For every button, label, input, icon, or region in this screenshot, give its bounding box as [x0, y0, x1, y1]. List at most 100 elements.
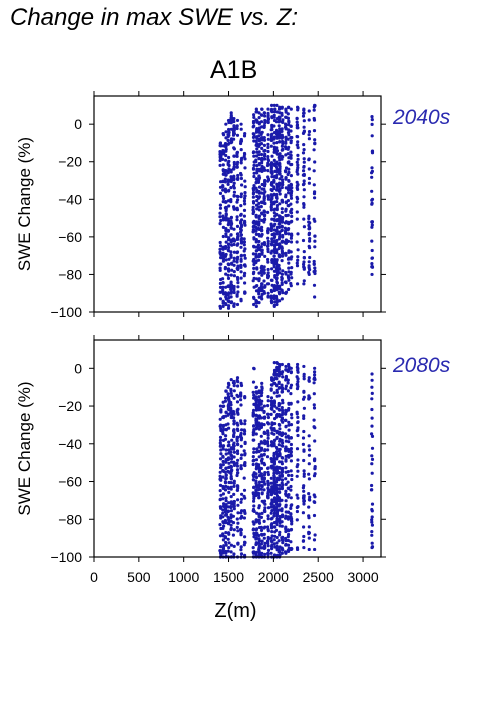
data-point — [302, 389, 306, 393]
data-point — [272, 478, 276, 482]
data-point — [269, 278, 273, 282]
data-point — [226, 284, 230, 289]
data-point — [296, 420, 300, 424]
data-point — [260, 551, 264, 555]
data-point — [272, 269, 276, 273]
data-point — [219, 465, 223, 469]
data-point — [229, 273, 233, 277]
data-point — [275, 170, 279, 174]
data-point — [230, 140, 234, 144]
data-point — [254, 118, 258, 122]
data-point — [262, 291, 267, 295]
data-point — [370, 372, 374, 376]
data-point — [229, 403, 233, 407]
data-point — [370, 223, 374, 227]
data-point — [302, 416, 306, 420]
data-point — [289, 512, 293, 516]
data-point — [229, 282, 233, 286]
data-point — [232, 147, 236, 151]
data-point — [295, 509, 299, 514]
data-point — [222, 196, 226, 201]
data-point — [302, 372, 306, 376]
data-point — [278, 154, 282, 158]
data-point — [218, 150, 222, 155]
data-point — [236, 195, 240, 199]
data-point — [370, 385, 374, 389]
data-point — [239, 241, 244, 245]
data-point — [281, 239, 285, 243]
data-point — [277, 124, 281, 128]
data-point — [266, 249, 270, 254]
data-point — [229, 250, 233, 254]
data-point — [232, 412, 236, 416]
data-point — [260, 252, 264, 256]
data-point — [218, 222, 222, 226]
data-point — [280, 217, 284, 221]
data-point — [262, 143, 266, 147]
data-point — [231, 237, 235, 241]
data-point — [286, 515, 291, 519]
data-point — [295, 160, 299, 164]
data-point — [295, 505, 299, 510]
data-point — [287, 549, 291, 553]
data-point — [295, 261, 299, 265]
data-point — [221, 511, 225, 515]
data-point — [272, 239, 276, 243]
data-point — [223, 518, 227, 523]
data-point — [224, 232, 228, 236]
data-point — [232, 290, 236, 295]
data-point — [269, 426, 273, 430]
data-point — [257, 201, 261, 205]
data-point — [307, 376, 311, 380]
data-point — [221, 538, 225, 542]
data-point — [269, 536, 273, 541]
y-tick-label: −40 — [58, 436, 82, 452]
data-point — [239, 141, 243, 146]
data-point — [269, 301, 274, 305]
data-point — [229, 509, 233, 513]
data-point — [280, 259, 284, 263]
data-point — [254, 385, 258, 389]
data-point — [259, 393, 263, 398]
data-point — [259, 528, 264, 533]
data-point — [295, 210, 299, 214]
data-point — [278, 133, 282, 137]
data-point — [272, 428, 276, 432]
data-point — [252, 504, 256, 508]
data-point — [270, 466, 274, 470]
data-point — [370, 432, 374, 436]
data-point — [289, 211, 294, 215]
data-point — [232, 250, 236, 254]
data-point — [254, 229, 258, 233]
data-point — [284, 542, 288, 547]
data-point — [272, 162, 276, 167]
data-point — [266, 137, 270, 141]
data-point — [224, 540, 228, 545]
data-point — [260, 391, 264, 395]
data-point — [281, 441, 285, 445]
data-point — [236, 384, 240, 388]
data-point — [251, 121, 256, 125]
data-point — [307, 497, 311, 502]
data-point — [227, 461, 231, 465]
data-point — [280, 362, 284, 367]
data-point — [272, 265, 276, 269]
data-point — [280, 157, 284, 161]
x-tick-label: 1000 — [168, 569, 199, 585]
data-point — [280, 148, 284, 152]
data-point — [263, 439, 267, 443]
data-point — [260, 381, 264, 385]
data-point — [280, 383, 284, 387]
data-point — [289, 141, 293, 145]
data-point — [224, 551, 228, 555]
data-point — [218, 444, 222, 448]
data-point — [370, 509, 374, 513]
data-point — [284, 503, 288, 507]
data-point — [226, 510, 230, 514]
data-point — [313, 472, 317, 476]
data-point — [262, 111, 267, 115]
data-point — [286, 369, 290, 373]
data-point — [227, 188, 231, 192]
data-point — [275, 470, 279, 474]
data-point — [239, 527, 243, 532]
